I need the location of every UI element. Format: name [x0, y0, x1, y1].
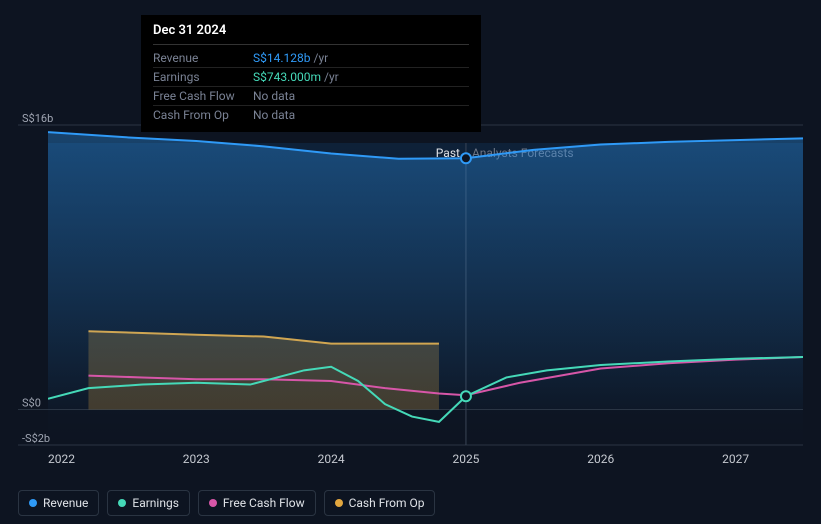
legend-dot	[335, 499, 343, 507]
legend-item-cashop[interactable]: Cash From Op	[324, 490, 436, 516]
legend-label: Free Cash Flow	[223, 496, 305, 510]
legend-item-earnings[interactable]: Earnings	[107, 490, 190, 516]
tooltip-row-value: No data	[253, 89, 469, 103]
legend-dot	[118, 499, 126, 507]
svg-text:-S$2b: -S$2b	[22, 432, 50, 445]
tooltip-row: Cash From OpNo data	[153, 106, 469, 124]
legend-dot	[209, 499, 217, 507]
svg-text:S$0: S$0	[22, 396, 41, 409]
tooltip-row-value: S$743.000m/yr	[253, 70, 469, 84]
tooltip-row-value: S$14.128b/yr	[253, 51, 469, 65]
tooltip-row-value: No data	[253, 108, 469, 122]
tooltip-row: EarningsS$743.000m/yr	[153, 68, 469, 87]
tooltip-row-label: Revenue	[153, 51, 253, 65]
legend-item-revenue[interactable]: Revenue	[18, 490, 99, 516]
chart-tooltip: Dec 31 2024 RevenueS$14.128b/yrEarningsS…	[141, 15, 481, 132]
tooltip-row-label: Cash From Op	[153, 108, 253, 122]
svg-text:2027: 2027	[722, 452, 749, 466]
tooltip-row: Free Cash FlowNo data	[153, 87, 469, 106]
svg-text:S$16b: S$16b	[22, 112, 53, 125]
svg-text:2025: 2025	[452, 452, 479, 466]
svg-text:2023: 2023	[183, 452, 210, 466]
legend-label: Cash From Op	[349, 496, 425, 510]
tooltip-date: Dec 31 2024	[153, 23, 469, 45]
chart-legend: Revenue Earnings Free Cash Flow Cash Fro…	[18, 490, 435, 516]
tooltip-row: RevenueS$14.128b/yr	[153, 49, 469, 68]
legend-item-fcf[interactable]: Free Cash Flow	[198, 490, 316, 516]
legend-dot	[29, 499, 37, 507]
svg-text:2026: 2026	[587, 452, 614, 466]
legend-label: Revenue	[43, 496, 88, 510]
legend-label: Earnings	[132, 496, 179, 510]
svg-text:2024: 2024	[318, 452, 345, 466]
tooltip-row-label: Earnings	[153, 70, 253, 84]
svg-text:2022: 2022	[48, 452, 75, 466]
tooltip-row-label: Free Cash Flow	[153, 89, 253, 103]
